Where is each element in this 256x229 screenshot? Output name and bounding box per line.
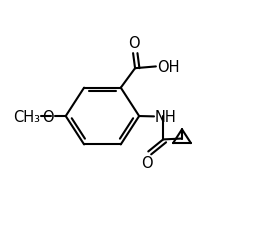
- Text: OH: OH: [157, 60, 179, 75]
- Text: O: O: [129, 36, 140, 51]
- Text: O: O: [142, 156, 153, 171]
- Text: O: O: [42, 109, 54, 124]
- Text: NH: NH: [155, 109, 177, 124]
- Text: CH₃: CH₃: [14, 109, 40, 124]
